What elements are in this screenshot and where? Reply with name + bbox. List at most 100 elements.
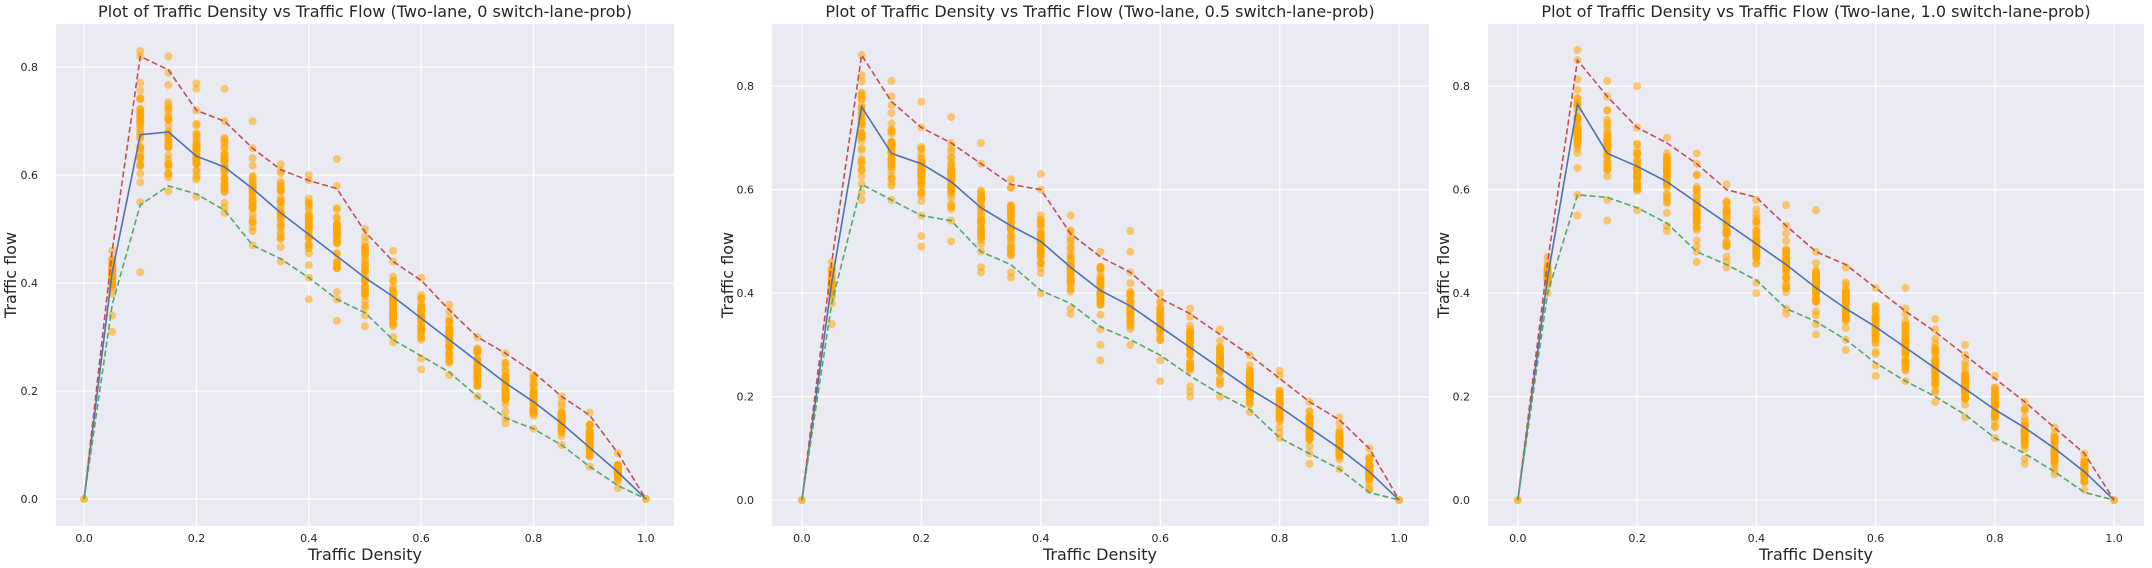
data-point [276, 197, 285, 206]
data-point [1662, 167, 1671, 176]
data-point [1186, 321, 1195, 330]
data-point-outlier [977, 139, 986, 148]
data-point [304, 261, 313, 270]
data-point [1931, 369, 1940, 378]
data-point-outlier [917, 232, 926, 241]
data-point [917, 176, 926, 185]
data-point [192, 166, 201, 175]
data-point [857, 172, 866, 181]
data-point [136, 86, 145, 95]
data-point [1633, 139, 1642, 148]
data-point [1961, 373, 1970, 382]
data-point [2020, 433, 2029, 442]
data-point [857, 195, 866, 204]
data-point [1871, 339, 1880, 348]
max-line [1517, 58, 2115, 501]
data-point [164, 142, 173, 151]
data-point-outlier [1961, 340, 1970, 349]
data-point [1305, 407, 1314, 416]
data-point [1245, 408, 1254, 417]
y-tick-label: 0.8 [1453, 80, 1471, 93]
data-point [1275, 391, 1284, 400]
mean-line [801, 104, 1400, 501]
data-point [417, 306, 426, 315]
data-point [1245, 371, 1254, 380]
data-point [1126, 279, 1135, 288]
y-tick-label: 0.0 [1453, 494, 1471, 507]
data-point [1961, 400, 1970, 409]
data-point-outlier [136, 46, 145, 55]
data-point [1871, 307, 1880, 316]
data-point [220, 157, 229, 166]
data-point [1812, 259, 1820, 268]
data-point-outlier [947, 113, 956, 122]
data-point [1662, 208, 1671, 217]
data-point [1066, 255, 1075, 264]
data-point [389, 314, 398, 323]
data-point [1752, 205, 1761, 214]
x-tick-label: 0.2 [913, 532, 931, 545]
data-point [2050, 449, 2059, 458]
data-point-outlier [417, 365, 426, 374]
data-point [1066, 226, 1075, 235]
data-point [192, 136, 201, 145]
data-point-outlier [1573, 45, 1582, 54]
data-point-outlier [947, 237, 956, 246]
data-point-outlier [501, 419, 510, 428]
data-point [1126, 325, 1135, 334]
data-point [1006, 175, 1015, 184]
data-point [1305, 413, 1314, 422]
data-point [1215, 392, 1224, 401]
data-point [529, 390, 538, 399]
data-point [445, 329, 454, 338]
data-point [192, 130, 201, 139]
x-tick-label: 0.6 [1151, 532, 1169, 545]
data-point-outlier [917, 97, 926, 106]
data-point [613, 461, 622, 470]
data-point [417, 291, 426, 300]
data-point [1990, 385, 1999, 394]
data-point [1036, 245, 1045, 254]
x-tick-label: 0.8 [1271, 532, 1289, 545]
data-point [1186, 336, 1195, 345]
data-point [1603, 130, 1612, 139]
data-point [977, 236, 986, 245]
data-point-outlier [108, 327, 117, 336]
data-point-outlier [1275, 366, 1284, 375]
data-point [1156, 305, 1165, 314]
x-tick-label: 0.8 [1986, 532, 2004, 545]
data-point [887, 126, 896, 135]
data-point [332, 228, 341, 237]
subplot-1: 0.0 0.2 0.4 0.6 0.8 1.0 0.0 0.2 0.4 0.6 0.8 Plot … [718, 2, 1429, 564]
data-point [1573, 123, 1582, 132]
data-point [248, 217, 257, 226]
data-point [1841, 263, 1850, 272]
data-point [1990, 423, 1999, 432]
data-point [1305, 433, 1314, 442]
data-point [501, 407, 510, 416]
x-tick-label: 0.4 [1748, 532, 1766, 545]
x-tick-label: 0.4 [1032, 532, 1050, 545]
data-point [857, 144, 866, 153]
y-tick-label: 0.6 [21, 169, 39, 182]
chart-title: Plot of Traffic Density vs Traffic Flow … [825, 2, 1374, 21]
data-point [887, 108, 896, 117]
data-point [304, 244, 313, 253]
data-point-outlier [1186, 387, 1195, 396]
data-point [1961, 394, 1970, 403]
data-point [1722, 252, 1731, 261]
data-point [192, 146, 201, 155]
data-point [1066, 265, 1075, 274]
data-point [917, 191, 926, 200]
data-point [887, 166, 896, 175]
data-point [136, 112, 145, 121]
data-point [1692, 182, 1701, 191]
x-tick-labels: 0.0 0.2 0.4 0.6 0.8 1.0 [793, 532, 1408, 545]
data-point-outlier [917, 242, 926, 251]
data-point [1901, 331, 1910, 340]
data-point-outlier [1662, 227, 1671, 236]
data-point [1722, 180, 1731, 189]
data-point [977, 211, 986, 220]
data-point-outlier [1812, 330, 1820, 339]
data-point-outlier [1305, 459, 1314, 468]
